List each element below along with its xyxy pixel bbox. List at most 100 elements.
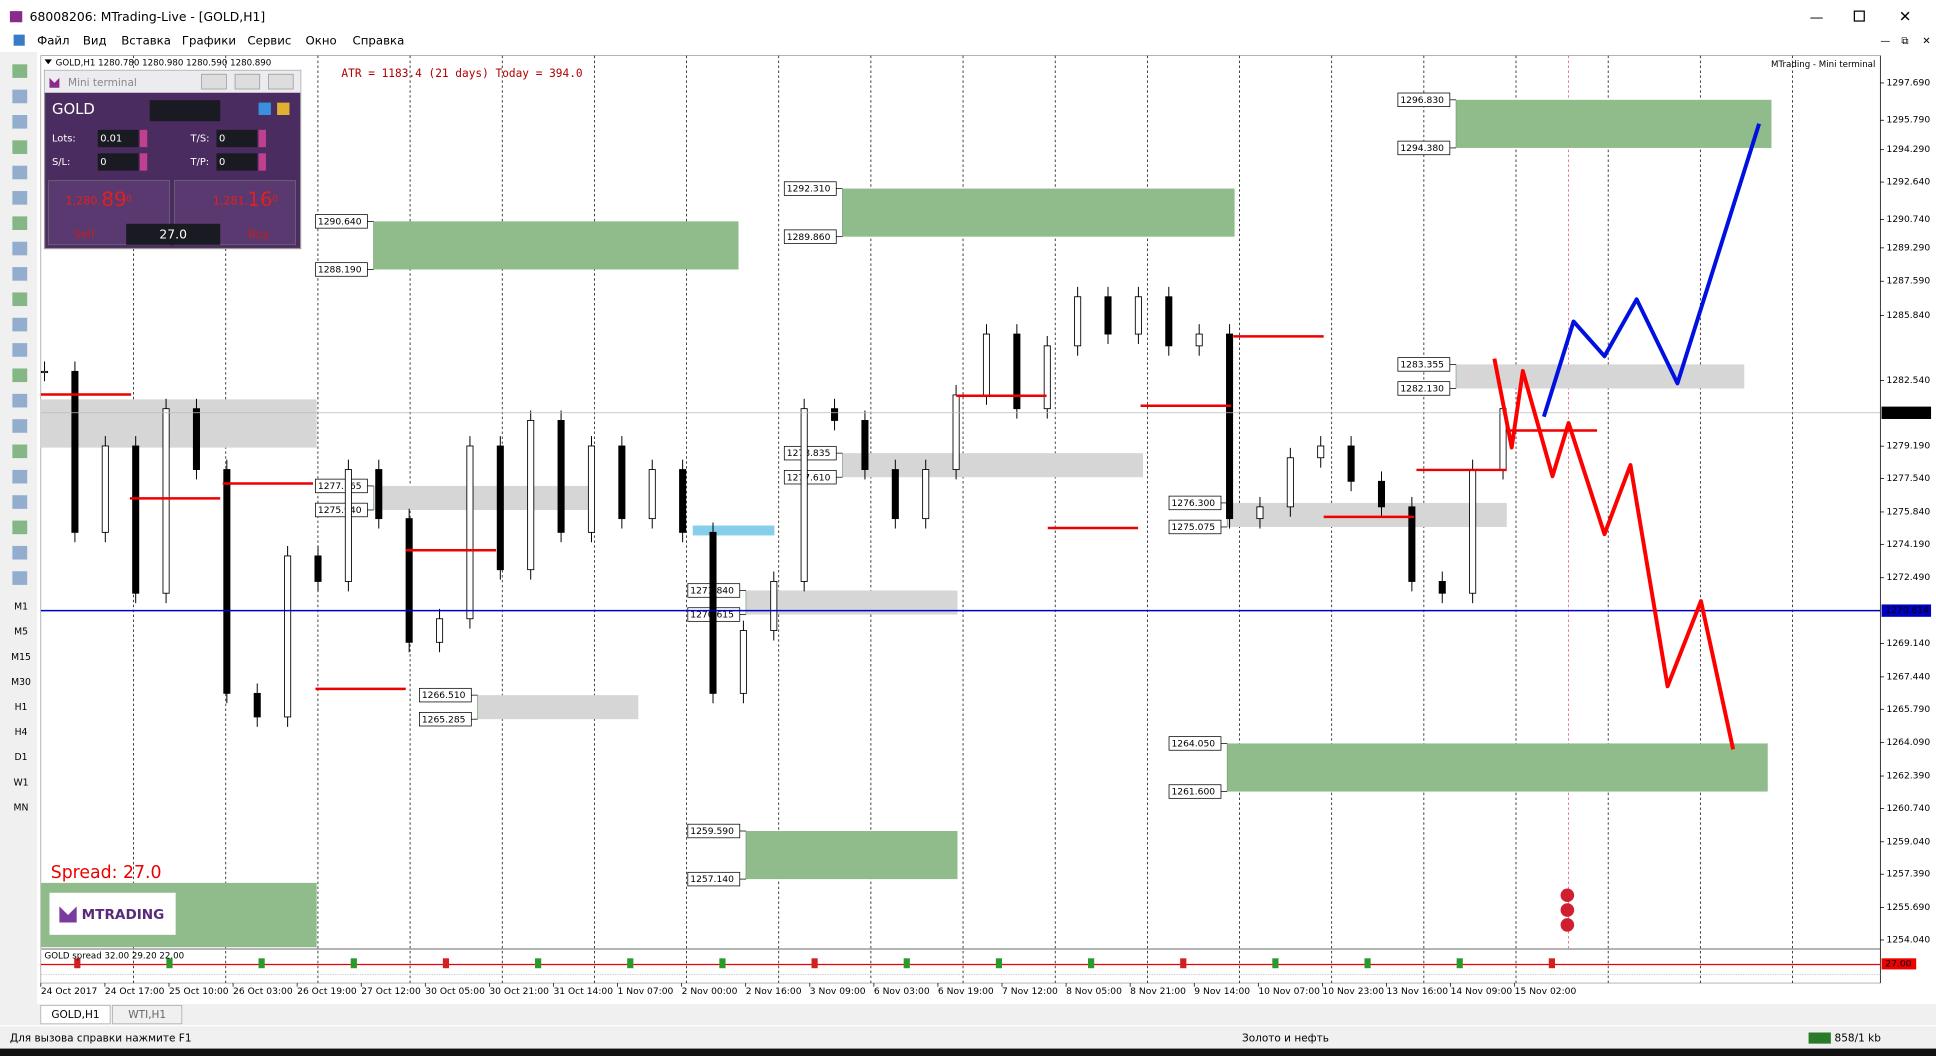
menu-bar <box>0 29 1936 52</box>
indicator-bar <box>1272 958 1279 969</box>
panel-title: MTrading - Mini terminal <box>1771 60 1875 70</box>
spinner[interactable] <box>139 153 148 171</box>
tab-bar <box>0 1004 1936 1026</box>
menu-item[interactable]: Вставка <box>121 33 171 47</box>
timeframe-button[interactable]: MN <box>14 802 29 813</box>
menu-item[interactable]: Окно <box>306 33 337 47</box>
input-field[interactable] <box>97 153 139 171</box>
menu-item[interactable]: Справка <box>353 33 405 47</box>
indicator-bar <box>903 958 910 969</box>
tool-icon[interactable] <box>12 64 28 78</box>
traffic-icon <box>1808 1032 1831 1044</box>
symbol-field <box>149 100 221 122</box>
tool-icon[interactable] <box>12 317 28 332</box>
timeframe-button[interactable]: W1 <box>13 777 28 788</box>
mini-terminal-button[interactable] <box>268 73 294 90</box>
mini-terminal-button[interactable] <box>234 73 261 90</box>
tool-icon[interactable] <box>12 571 28 585</box>
candle-body <box>223 469 231 694</box>
candle-body <box>709 531 717 694</box>
timeframe-button[interactable]: M1 <box>14 602 28 613</box>
chart-tab[interactable] <box>112 1004 183 1025</box>
settings-icon[interactable] <box>277 102 290 115</box>
x-tick-label: 25 Oct 10:00 <box>169 987 229 997</box>
zone-label: 1276.300 <box>1171 499 1215 509</box>
zone-label: 1266.510 <box>422 691 466 701</box>
x-tick-label: 3 Nov 09:00 <box>810 987 866 997</box>
status-traffic: 858/1 kb <box>1835 1033 1882 1045</box>
input-field[interactable] <box>216 153 258 171</box>
x-tick-label: 31 Oct 14:00 <box>553 987 613 997</box>
timeframe-button[interactable]: H4 <box>15 727 28 738</box>
price-zone <box>745 831 958 880</box>
x-tick-label: 6 Nov 03:00 <box>874 987 930 997</box>
input-field[interactable] <box>216 129 258 148</box>
zone-label: 1277.610 <box>787 473 831 483</box>
timeframe-button[interactable]: D1 <box>15 752 28 763</box>
indicator-bar <box>1548 958 1555 969</box>
tool-icon[interactable] <box>12 368 28 383</box>
candle-body <box>800 408 808 582</box>
tool-icon[interactable] <box>12 292 28 307</box>
candle-body <box>648 469 656 520</box>
tool-icon[interactable] <box>12 114 28 129</box>
field-label: T/S: <box>190 133 210 144</box>
child-window-button[interactable]: ✕ <box>1922 36 1930 47</box>
close[interactable]: ✕ <box>1899 8 1911 25</box>
chart-tab-label[interactable]: WTI,H1 <box>128 1009 166 1021</box>
chart-tab-label[interactable]: GOLD,H1 <box>51 1009 99 1021</box>
tool-icon[interactable] <box>12 191 28 205</box>
candle-body <box>1165 296 1173 347</box>
tool-icon[interactable] <box>12 545 28 560</box>
y-tick-label: 1285.840 <box>1887 311 1931 321</box>
timeframe-button[interactable]: M5 <box>14 627 28 638</box>
tool-icon[interactable] <box>12 140 28 154</box>
child-window-button[interactable]: ⧉ <box>1901 36 1908 47</box>
input-field[interactable] <box>97 129 139 148</box>
tool-icon[interactable] <box>12 267 28 281</box>
buy-pips: 16 <box>247 188 272 211</box>
spinner[interactable] <box>258 129 266 148</box>
timeframe-button[interactable]: M30 <box>11 677 31 688</box>
alert-icon[interactable] <box>1560 903 1575 917</box>
menu-item[interactable]: Сервис <box>247 33 291 47</box>
tool-icon[interactable] <box>12 520 28 535</box>
candle-body <box>132 445 140 594</box>
timeframe-button[interactable]: M15 <box>11 652 31 663</box>
tool-icon[interactable] <box>12 343 28 357</box>
tool-icon[interactable] <box>12 216 28 230</box>
tool-icon[interactable] <box>12 241 28 256</box>
menu-item[interactable]: Файл <box>37 33 69 47</box>
x-tick-label: 14 Nov 09:00 <box>1451 987 1513 997</box>
zone-label: 1264.050 <box>1171 740 1215 750</box>
menu-item[interactable]: Вид <box>83 33 107 47</box>
x-tick-label: 15 Nov 02:00 <box>1515 987 1577 997</box>
tool-icon[interactable] <box>12 89 28 104</box>
timeframe-button[interactable]: H1 <box>15 702 28 713</box>
menu-item[interactable]: Графики <box>182 33 236 47</box>
tool-icon[interactable] <box>12 444 28 459</box>
tool-icon[interactable] <box>12 469 28 484</box>
maximize[interactable] <box>1853 10 1865 22</box>
tool-icon[interactable] <box>12 165 28 180</box>
alert-icon[interactable] <box>1560 888 1575 903</box>
candle-body <box>982 333 991 396</box>
minimize[interactable]: — <box>1810 9 1824 25</box>
sell-price: 1,280. <box>66 195 101 208</box>
indicator-bar <box>1364 958 1371 969</box>
chart-tab[interactable] <box>40 1004 111 1025</box>
x-tick-label: 10 Nov 23:00 <box>1322 987 1384 997</box>
zone-label: 1296.830 <box>1400 96 1444 106</box>
settings-icon[interactable] <box>258 102 271 115</box>
buy-frac: 0 <box>272 195 278 205</box>
spinner[interactable] <box>258 153 266 171</box>
tool-icon[interactable] <box>12 495 28 509</box>
tool-icon[interactable] <box>12 393 28 408</box>
alert-icon[interactable] <box>1560 918 1575 932</box>
tool-icon[interactable] <box>12 419 28 433</box>
x-tick-label: 6 Nov 19:00 <box>938 987 994 997</box>
child-window-button[interactable]: — <box>1880 36 1890 47</box>
spinner[interactable] <box>139 129 148 148</box>
spread-field <box>126 223 221 245</box>
mini-terminal-button[interactable] <box>201 73 227 90</box>
